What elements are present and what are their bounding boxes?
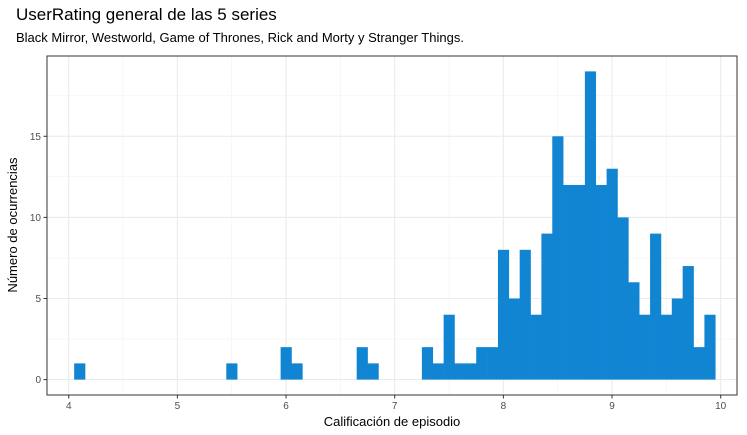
histogram-bar xyxy=(563,184,575,380)
histogram-bar xyxy=(628,282,640,380)
y-tick-label: 10 xyxy=(30,213,42,224)
y-tick-label: 5 xyxy=(35,294,41,305)
histogram-bar xyxy=(443,314,455,380)
histogram-bar xyxy=(682,266,694,380)
histogram-bar xyxy=(606,168,618,380)
histogram-bar xyxy=(552,136,564,380)
histogram-bar xyxy=(465,363,477,380)
x-tick-label: 4 xyxy=(66,401,72,412)
histogram-bar xyxy=(454,363,466,380)
histogram-bar xyxy=(530,314,542,380)
chart-subtitle: Black Mirror, Westworld, Game of Thrones… xyxy=(16,30,464,45)
histogram-bar xyxy=(693,347,705,380)
histogram-bar xyxy=(280,347,292,380)
histogram-bar xyxy=(476,347,488,380)
histogram-bars xyxy=(74,71,716,380)
histogram-bar xyxy=(487,347,499,380)
histogram-bar xyxy=(356,347,368,380)
y-tick-label: 15 xyxy=(30,132,42,143)
histogram-bar xyxy=(367,363,379,380)
histogram-bar xyxy=(671,298,683,380)
histogram-bar xyxy=(508,298,520,380)
histogram-bar xyxy=(660,314,673,380)
chart-title: UserRating general de las 5 series xyxy=(16,5,277,24)
x-tick-label: 8 xyxy=(501,401,507,412)
x-tick-label: 6 xyxy=(283,401,289,412)
x-tick-label: 5 xyxy=(175,401,181,412)
histogram-bar xyxy=(617,217,629,380)
histogram-bar xyxy=(541,233,553,380)
y-axis-title: Número de ocurrencias xyxy=(5,157,20,293)
histogram-bar xyxy=(595,184,607,380)
axes: 4 5 6 7 8 9 10 0 5 10 15 xyxy=(30,132,727,412)
plot-border xyxy=(46,55,738,396)
histogram-bar xyxy=(574,184,586,380)
histogram-bar xyxy=(74,363,86,380)
histogram-bar xyxy=(704,314,716,380)
histogram-bar xyxy=(432,363,444,380)
y-tick-label: 0 xyxy=(35,375,41,386)
histogram-bar xyxy=(650,233,662,380)
x-axis-title: Calificación de episodio xyxy=(324,414,461,429)
histogram-bar xyxy=(584,71,597,380)
histogram-bar xyxy=(639,314,651,380)
histogram-bar xyxy=(497,249,510,380)
x-tick-label: 10 xyxy=(715,401,727,412)
x-tick-label: 7 xyxy=(392,401,398,412)
histogram-bar xyxy=(291,363,303,380)
histogram-bar xyxy=(519,249,531,380)
histogram-bar xyxy=(226,363,238,380)
x-tick-label: 9 xyxy=(609,401,615,412)
histogram-bar xyxy=(421,347,434,380)
